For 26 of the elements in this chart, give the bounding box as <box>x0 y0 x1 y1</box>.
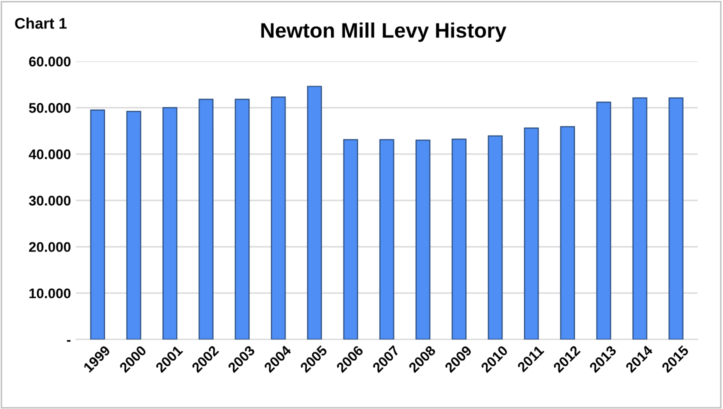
bar <box>632 97 648 340</box>
bar <box>234 98 250 340</box>
bar <box>452 138 467 340</box>
bar <box>596 102 612 340</box>
bar <box>270 96 286 340</box>
y-tick-label: 50.000 <box>29 103 70 113</box>
y-tick-label: 40.000 <box>28 149 70 160</box>
bar <box>488 135 503 340</box>
y-tick-label: 20.000 <box>29 242 70 252</box>
y-tick-label: - <box>66 340 70 342</box>
caption: Chart 1 <box>15 18 67 29</box>
bar <box>560 126 575 340</box>
bar <box>162 107 178 340</box>
bar <box>379 139 394 340</box>
bar <box>416 140 430 340</box>
bar <box>90 109 106 340</box>
y-tick-label: 30.000 <box>28 196 70 206</box>
bar <box>126 110 142 340</box>
bar <box>343 139 358 340</box>
bar <box>524 128 539 340</box>
y-tick-label: 10.000 <box>29 288 70 298</box>
y-tick-label: 60.000 <box>29 56 70 67</box>
chart-title: Newton Mill Levy History <box>261 22 506 42</box>
bar <box>668 97 684 340</box>
bar <box>307 86 322 340</box>
bar <box>198 98 214 340</box>
